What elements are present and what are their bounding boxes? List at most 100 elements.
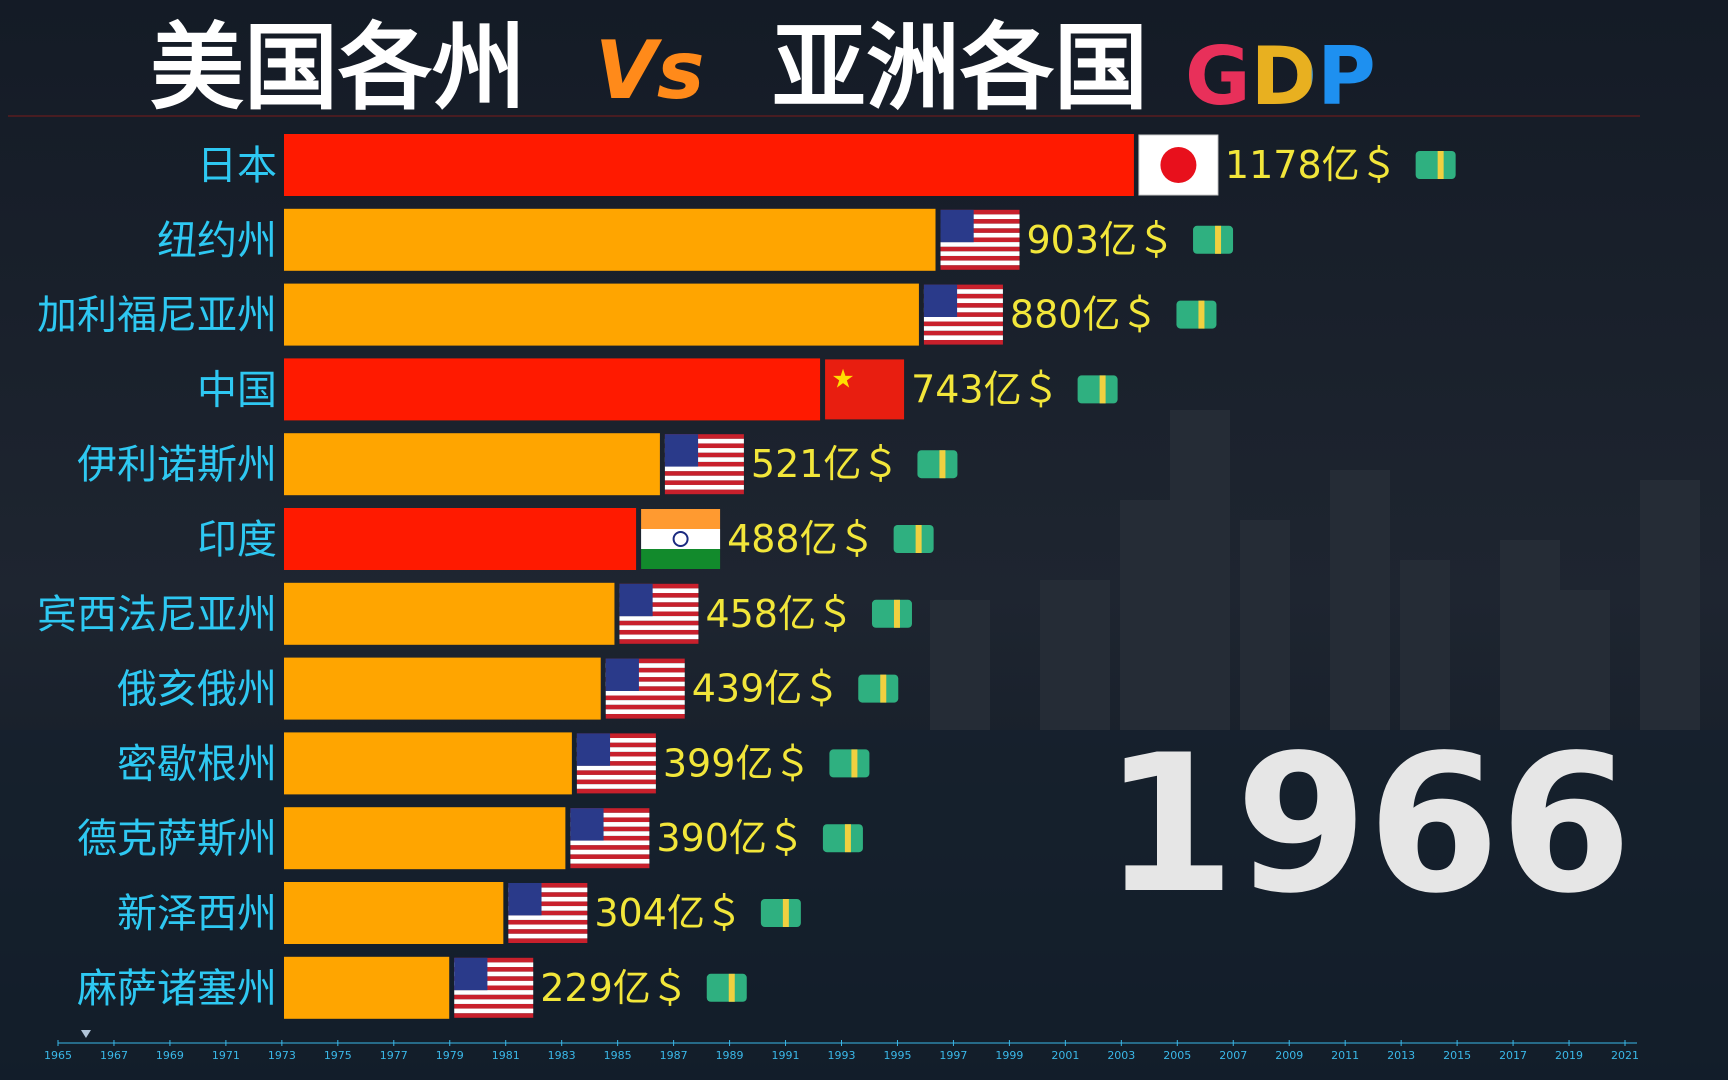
flag-stripe <box>576 788 656 794</box>
flag-stripe <box>570 831 650 836</box>
bar <box>284 134 1134 196</box>
money-icon <box>829 749 870 778</box>
value-label: 439亿＄ <box>692 667 841 711</box>
timeline-tick-label: 2003 <box>1107 1049 1135 1062</box>
flag <box>454 957 534 1018</box>
flag-stripe <box>576 738 656 743</box>
money-icon <box>1415 151 1456 179</box>
timeline-tick-label: 1989 <box>716 1049 744 1062</box>
timeline-tick-label: 1999 <box>995 1049 1023 1062</box>
flag-stripe <box>940 251 1020 256</box>
flag-stripe <box>576 756 656 762</box>
flag-field <box>825 359 905 420</box>
money-icon <box>1176 300 1217 329</box>
flag-stripe <box>576 779 656 785</box>
timeline-tick-label: 1967 <box>100 1049 128 1062</box>
timeline-tick-label: 1983 <box>548 1049 576 1062</box>
flag <box>940 209 1020 270</box>
value-label: 399亿＄ <box>663 741 812 785</box>
flag-stripe <box>619 588 699 594</box>
money-band <box>782 899 789 927</box>
flag-stripe <box>619 583 699 589</box>
flag <box>619 583 699 644</box>
category-label: 俄亥俄州 <box>117 667 277 713</box>
money-icon <box>1193 225 1234 254</box>
flag-stripe <box>576 733 656 739</box>
value-label: 304亿＄ <box>594 891 743 935</box>
flag-stripe <box>454 971 534 977</box>
bar <box>284 956 450 1019</box>
flag-stripe <box>570 808 650 813</box>
timeline-tick-label: 1965 <box>44 1049 72 1062</box>
flag-stripe <box>619 620 699 626</box>
category-label: 德克萨斯州 <box>77 816 277 862</box>
flag-stripe <box>454 976 534 981</box>
flag-stripe <box>940 265 1020 270</box>
flag-stripe <box>940 228 1020 233</box>
flag-stripe <box>454 967 534 972</box>
flag-stripe <box>454 980 534 986</box>
bar <box>284 732 572 795</box>
flag-stripe <box>664 480 744 485</box>
title-part: 亚洲各国 <box>772 14 1148 123</box>
flag-stripe <box>923 307 1003 313</box>
flag-stripe <box>619 593 699 598</box>
flag-canton <box>940 209 974 243</box>
flag-stripe <box>570 863 650 869</box>
value-label: 390亿＄ <box>656 816 805 860</box>
flag-stripe <box>605 686 685 691</box>
money-icon <box>871 599 912 628</box>
flag-stripe <box>940 214 1020 220</box>
bar <box>284 208 936 271</box>
flag-stripe <box>454 957 534 963</box>
timeline-tick-label: 2015 <box>1443 1049 1471 1062</box>
flag-stripe <box>664 434 744 439</box>
flag-stripe <box>508 910 588 916</box>
bar <box>284 433 660 496</box>
flag-stripe <box>923 321 1003 327</box>
flag-stripe <box>619 625 699 630</box>
money-band <box>1198 300 1205 329</box>
flag-stripe <box>454 962 534 968</box>
timeline-tick-label: 2019 <box>1555 1049 1583 1062</box>
flag-stripe <box>454 990 534 995</box>
flag-stripe <box>576 774 656 780</box>
timeline-tick-label: 2021 <box>1611 1049 1639 1062</box>
flag <box>508 883 588 943</box>
flag-stripe <box>508 924 588 930</box>
category-label: 密歇根州 <box>117 741 277 787</box>
flag-stripe <box>605 681 685 687</box>
flag <box>664 434 744 495</box>
value-label: 1178亿＄ <box>1225 143 1398 187</box>
flag-stripe <box>619 629 699 635</box>
bar <box>284 657 601 720</box>
flag-stripe <box>923 335 1003 340</box>
flag-canton <box>576 733 611 766</box>
flag-stripe <box>619 597 699 603</box>
flag-stripe <box>940 237 1020 243</box>
flag-stripe <box>619 602 699 607</box>
money-icon <box>858 674 899 703</box>
timeline-tick-label: 1995 <box>883 1049 911 1062</box>
flag-stripe <box>570 858 650 864</box>
flag-stripe <box>619 616 699 621</box>
flag-stripe <box>923 298 1003 304</box>
timeline-tick-label: 2017 <box>1499 1049 1527 1062</box>
money-icon <box>822 824 863 853</box>
flag-stripe <box>605 709 685 714</box>
flag-stripe <box>570 822 650 827</box>
value-label: 743亿＄ <box>911 367 1060 411</box>
value-label: 458亿＄ <box>705 592 854 636</box>
flag-stripe <box>619 606 699 612</box>
year: 1966 <box>1103 714 1632 935</box>
flag-stripe <box>940 242 1020 247</box>
flag-stripe <box>570 849 650 855</box>
flag-canton <box>619 583 653 617</box>
flag-canton <box>570 808 604 841</box>
money-band <box>844 824 851 853</box>
flag-stripe <box>664 452 744 458</box>
timeline-tick-label: 2011 <box>1331 1049 1359 1062</box>
flag-stripe <box>454 1003 534 1009</box>
timeline-tick-label: 1971 <box>212 1049 240 1062</box>
timeline-tick-label: 1975 <box>324 1049 352 1062</box>
